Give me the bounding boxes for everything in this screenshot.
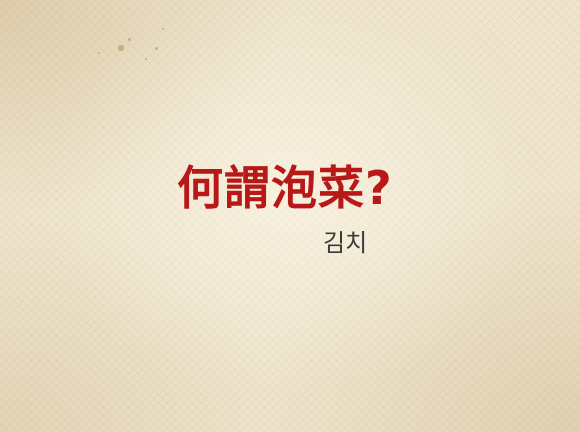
paper-speck	[118, 45, 124, 51]
paper-speck	[98, 52, 100, 54]
paper-speck	[162, 28, 164, 30]
paper-speck	[155, 47, 158, 50]
page-title: 何謂泡菜?	[177, 161, 393, 215]
paper-speck	[128, 38, 131, 41]
paper-speck	[145, 58, 147, 60]
page-subtitle: 김치	[323, 229, 368, 257]
